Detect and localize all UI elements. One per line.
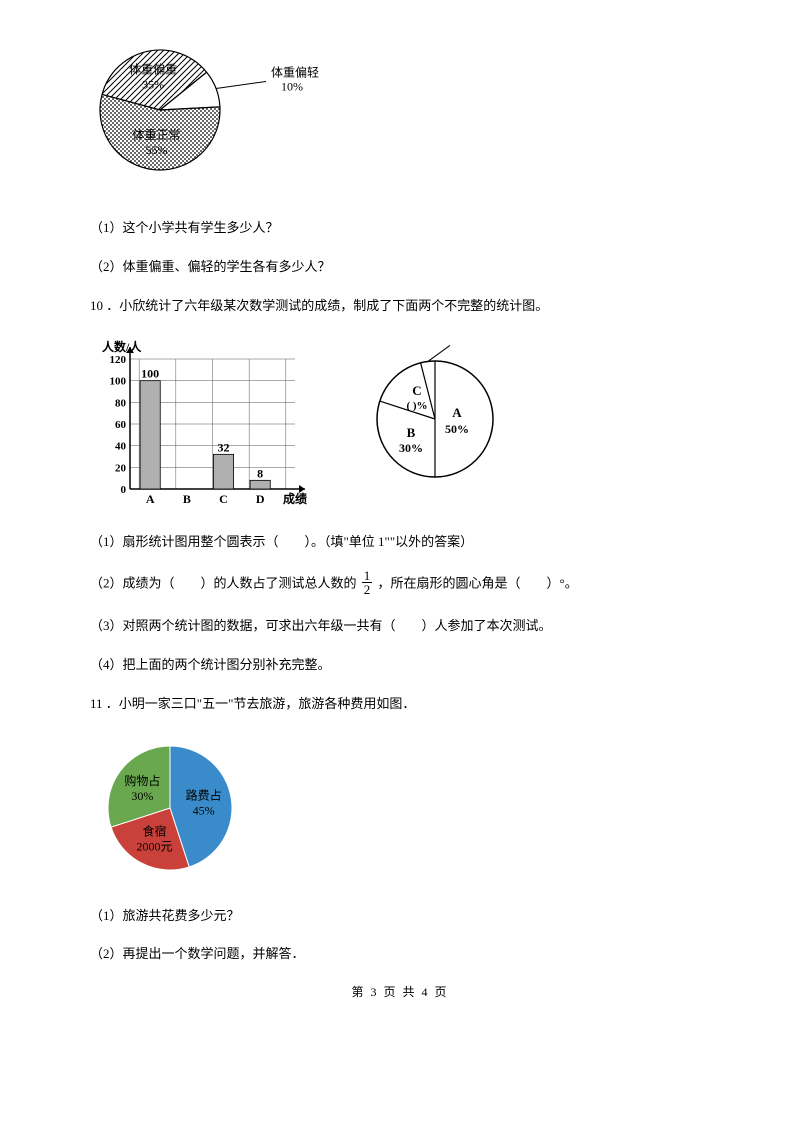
svg-text:C: C: [219, 492, 228, 506]
pie3-svg: 路费占45% 食宿2000元 购物占30%: [90, 733, 290, 888]
svg-text:( )%: ( )%: [406, 400, 427, 412]
svg-text:10%: 10%: [281, 79, 303, 93]
q11-stem: 11 ．小明一家三口"五一"节去旅游，旅游各种费用如图．: [90, 694, 710, 715]
svg-text:50%: 50%: [445, 422, 469, 436]
svg-text:D: D: [256, 492, 265, 506]
q11-sub1: （1）旅游共花费多少元？: [90, 906, 710, 927]
svg-text:0: 0: [121, 484, 127, 496]
svg-text:120: 120: [110, 354, 127, 366]
svg-text:C: C: [412, 383, 421, 398]
pie1-svg: 体重偏重35% 体重偏轻10% 体重正常55%: [90, 40, 350, 200]
q10-sub4: （4）把上面的两个统计图分别补充完整。: [90, 655, 710, 676]
pie-chart-weight: 体重偏重35% 体重偏轻10% 体重正常55%: [90, 40, 710, 200]
svg-text:35%: 35%: [142, 78, 164, 92]
q10-sub3: （3）对照两个统计图的数据，可求出六年级一共有（ ）人参加了本次测试。: [90, 616, 710, 637]
svg-text:2000元: 2000元: [137, 839, 173, 853]
svg-text:人数/人: 人数/人: [102, 339, 142, 354]
svg-text:20: 20: [115, 463, 127, 475]
svg-text:成绩: 成绩: [283, 491, 307, 506]
svg-text:路费占: 路费占: [186, 787, 222, 802]
svg-text:B: B: [407, 425, 416, 440]
svg-text:55%: 55%: [146, 143, 168, 157]
svg-text:D 4%: D 4%: [452, 344, 482, 346]
svg-text:B: B: [183, 492, 191, 506]
frac-num: 1: [362, 569, 373, 583]
bar-chart-svg: 0 20 40 60 80 100 120 100 A B 32 C 8 D 人数/人成绩: [90, 334, 320, 514]
q10-charts-row: 020406080100120100AB32C8D人数/人成绩 A50%B30%…: [90, 334, 710, 514]
q-pie1-sub2: （2）体重偏重、偏轻的学生各有多少人？: [90, 257, 710, 278]
q11-sub2: （2）再提出一个数学问题，并解答．: [90, 944, 710, 965]
svg-text:体重正常: 体重正常: [133, 128, 181, 142]
q10-stem: 10 ．小欣统计了六年级某次数学测试的成绩，制成了下面两个不完整的统计图。: [90, 296, 710, 317]
svg-text:食宿: 食宿: [143, 823, 167, 838]
q10-sub1: （1）扇形统计图用整个圆表示（ ）。（填"单位 1""以外的答案）: [90, 532, 710, 553]
q10-sub2-b: ，所在扇形的圆心角是（ ）°。: [378, 576, 578, 591]
frac-den: 2: [362, 583, 373, 596]
svg-text:40: 40: [115, 441, 127, 453]
svg-text:80: 80: [115, 398, 127, 410]
q10-sub2-a: （2）成绩为（ ）的人数占了测试总人数的: [90, 576, 357, 591]
q10-fraction: 1 2: [362, 569, 373, 596]
svg-text:45%: 45%: [193, 803, 215, 817]
svg-text:体重偏轻: 体重偏轻: [271, 64, 319, 79]
page-footer: 第 3 页 共 4 页: [90, 983, 710, 1000]
svg-text:32: 32: [218, 441, 230, 455]
svg-text:30%: 30%: [131, 789, 153, 803]
q-pie1-sub1: （1）这个小学共有学生多少人？: [90, 218, 710, 239]
svg-text:30%: 30%: [399, 441, 423, 455]
svg-text:A: A: [146, 492, 155, 506]
svg-text:100: 100: [141, 367, 159, 381]
q10-sub2: （2）成绩为（ ）的人数占了测试总人数的 1 2 ，所在扇形的圆心角是（ ）°。: [90, 571, 710, 598]
svg-text:A: A: [452, 405, 462, 420]
svg-text:购物占: 购物占: [124, 773, 160, 788]
pie-chart-travel: 路费占45% 食宿2000元 购物占30%: [90, 733, 710, 888]
svg-text:8: 8: [257, 467, 263, 481]
svg-text:100: 100: [110, 376, 127, 388]
svg-text:60: 60: [115, 419, 127, 431]
pie2-svg: A 50% B30% C ( )% D 4%: [360, 344, 550, 514]
svg-text:体重偏重: 体重偏重: [129, 62, 177, 77]
